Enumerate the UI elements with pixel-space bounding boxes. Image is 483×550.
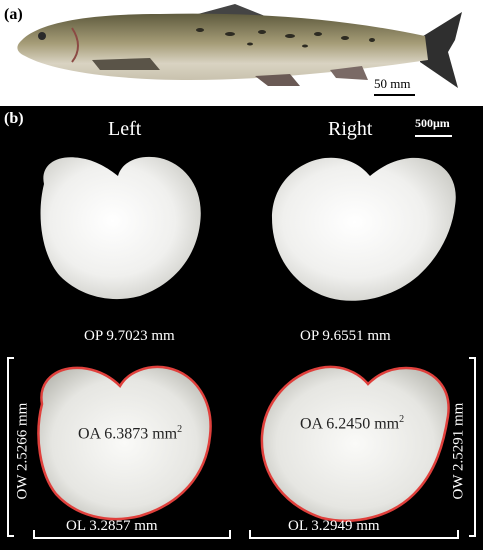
panel-b-label: (b) xyxy=(4,110,24,127)
fish-tail xyxy=(420,12,462,88)
otolith-images xyxy=(7,135,476,539)
panel-b: (b) Left Right 500μm xyxy=(0,106,483,550)
op-right: OP 9.6551 mm xyxy=(300,328,391,344)
oa-left: OA 6.3873 mm2 xyxy=(78,424,183,443)
otolith-right-top xyxy=(272,157,456,301)
fish-eye xyxy=(38,32,46,40)
fish-pectoral-fin xyxy=(92,58,160,70)
ol-bracket-right xyxy=(249,530,459,539)
panel-a: (a) xyxy=(0,0,483,106)
ow-left: OW 2.5266 mm xyxy=(14,402,31,500)
fish-pelvic-fin xyxy=(255,74,300,86)
otolith-right-bottom xyxy=(260,365,450,522)
ol-right: OL 3.2949 mm xyxy=(288,518,380,534)
fish-gill xyxy=(71,27,79,63)
oa-right: OA 6.2450 mm2 xyxy=(300,414,405,433)
scale-bar-a-label: 50 mm xyxy=(374,76,411,91)
ow-bracket-left xyxy=(7,357,14,537)
ow-bracket-right xyxy=(469,357,476,537)
scale-bar-b-label: 500μm xyxy=(415,116,450,130)
fish-spots xyxy=(196,28,375,48)
op-left: OP 9.7023 mm xyxy=(84,328,175,344)
fish-photo xyxy=(17,4,462,96)
otolith-left-top xyxy=(40,156,201,300)
otolith-left-bottom xyxy=(37,365,212,521)
fish-anal-fin xyxy=(330,66,368,80)
right-title: Right xyxy=(328,118,373,140)
left-title: Left xyxy=(108,118,142,140)
panel-a-label: (a) xyxy=(4,6,23,23)
ol-left: OL 3.2857 mm xyxy=(66,518,158,534)
ow-right: OW 2.5291 mm xyxy=(450,402,467,500)
ol-bracket-left xyxy=(33,530,231,539)
